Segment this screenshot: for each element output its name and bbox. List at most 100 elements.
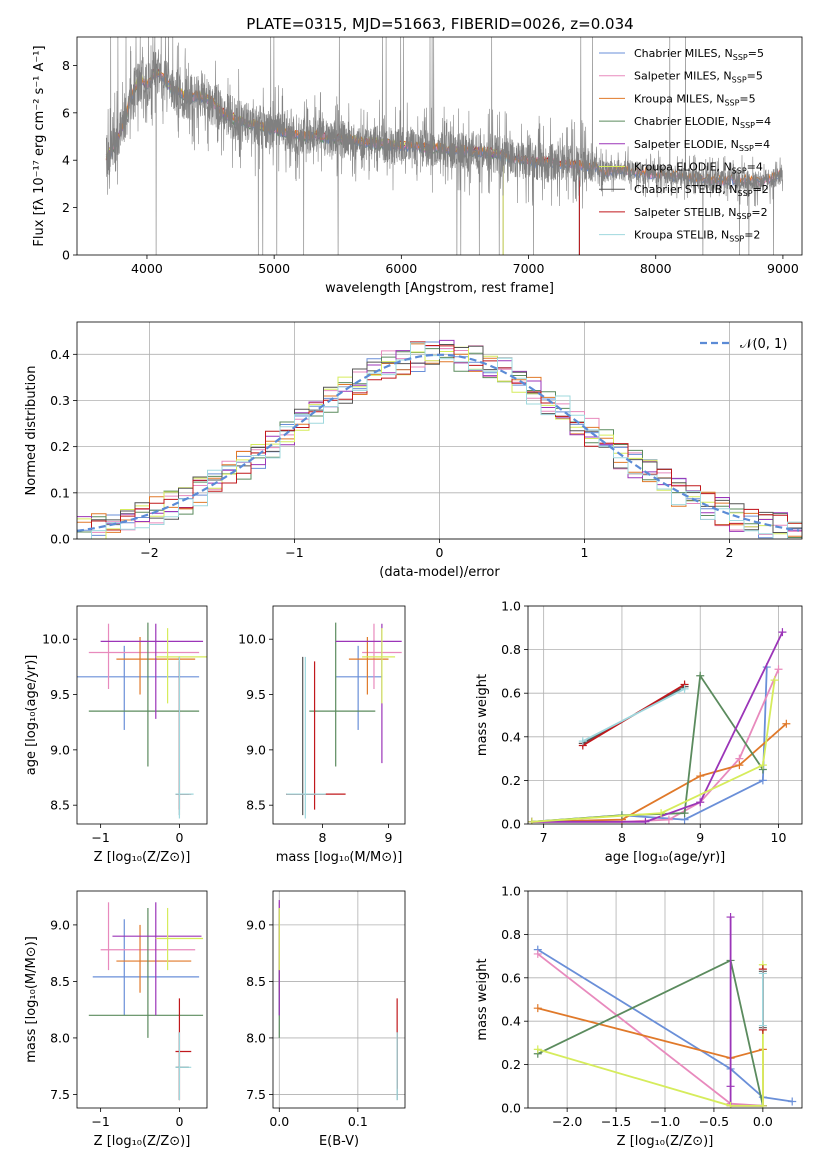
legend-tail: =5: [748, 47, 764, 60]
legend-label: Chabrier STELIB, N: [634, 183, 738, 196]
panel-mass-vs-EBV: 0.0 0.1 7.5 8.0 8.5 9.0 E(B-V): [246, 890, 406, 1149]
y-tick-label: 10.0: [238, 632, 266, 647]
errorbar-chabrier-miles: [77, 645, 200, 730]
plot-area: [88, 902, 204, 1101]
y-tick-label: 6: [62, 105, 70, 120]
x-tick-label: 5000: [258, 261, 290, 276]
legend-sub: SSP: [740, 121, 755, 130]
errorbar-chabrier-elodie: [309, 622, 376, 767]
errorbar-kroupa-stelib: [175, 1032, 192, 1101]
series-line: [531, 679, 776, 823]
y-tick-label: 9.5: [50, 687, 70, 702]
y-tick-label: 8.5: [246, 974, 266, 989]
data-point: [726, 913, 735, 922]
legend-entry: Chabrier ELODIE, NSSP=4: [634, 115, 771, 130]
series-line: [531, 673, 764, 823]
x-tick-label: 1: [581, 545, 589, 560]
series-kroupa-miles: [528, 719, 791, 824]
y-tick-label: 0.3: [50, 393, 70, 408]
series-line: [531, 668, 780, 823]
x-axis-label: E(B-V): [319, 1134, 359, 1149]
y-tick-label: 4: [62, 153, 70, 168]
y-tick-label: 1.0: [501, 599, 521, 614]
legend-tail: =2: [744, 229, 760, 242]
x-tick-label: 9: [385, 830, 393, 845]
errorbar-chabrier-stelib: [175, 656, 189, 816]
data-point: [758, 969, 767, 978]
legend-label: Kroupa STELIB, N: [634, 229, 729, 242]
x-tick-label: −2: [140, 545, 158, 560]
y-axis-label: mass [log₁₀(M/M⊙)]: [24, 936, 39, 1063]
x-tick-label: 0: [175, 830, 183, 845]
plot-area: [528, 628, 791, 824]
legend-entry: Kroupa STELIB, NSSP=2: [634, 229, 760, 244]
y-tick-label: 1.0: [501, 884, 521, 899]
legend-tail: =5: [747, 70, 763, 83]
data-point: [696, 772, 705, 781]
errorbar-salpeter-elodie: [112, 902, 202, 1016]
data-point: [533, 1004, 542, 1013]
y-tick-label: 0.2: [50, 439, 70, 454]
y-tick-label: 0.0: [501, 1101, 521, 1116]
y-axis-label: Normed distribution: [24, 366, 39, 496]
axes-frame: [76, 321, 803, 540]
legend-tail: =2: [753, 183, 769, 196]
legend-tail: =4: [747, 161, 763, 174]
plot-area: [533, 913, 797, 1108]
data-point: [528, 817, 536, 824]
y-tick-label: 8.0: [246, 1030, 266, 1045]
legend-sub: SSP: [736, 212, 751, 221]
panel-mass-weight-vs-Z: −2.0 −1.5 −1.0 −0.5 0.0 0.0 0.2 0.4 0.6 0.8 1.0 Z […: [475, 884, 803, 1149]
data-point: [758, 1101, 767, 1108]
errorbar-salpeter-stelib: [175, 998, 192, 1101]
y-tick-label: 0.6: [501, 970, 521, 985]
series-chabrier-elodie: [528, 671, 767, 824]
legend-entry: Salpeter STELIB, NSSP=2: [634, 206, 768, 221]
axes-frame: [527, 605, 803, 825]
series-salpeter-elodie: [528, 628, 787, 824]
panel-residuals: −2 −1 0 1 2 0.0 0.1 0.2 0.3 0.4 (data-model)/error…: [24, 321, 803, 580]
legend-entry: Salpeter ELODIE, NSSP=4: [634, 138, 770, 153]
errorbar-kroupa-elodie: [155, 907, 204, 971]
axes-frame: [76, 36, 803, 256]
errorbar-chabrier-elodie: [88, 622, 200, 767]
errorbar-kroupa-elodie: [155, 628, 207, 704]
series-line: [537, 964, 764, 1107]
data-point: [657, 809, 666, 818]
series-kroupa-elodie: [528, 676, 779, 824]
x-tick-label: 8: [618, 830, 626, 845]
series-line: [531, 666, 768, 823]
legend-tail: =2: [751, 206, 767, 219]
y-tick-label: 8.0: [50, 1030, 70, 1045]
series-kroupa-stelib: [578, 684, 689, 746]
legend-entry: Chabrier MILES, NSSP=5: [634, 47, 764, 62]
plot-area: [77, 339, 802, 539]
x-tick-label: 8: [319, 830, 327, 845]
legend-sub: SSP: [724, 98, 739, 107]
histogram-kroupa-stelib: [77, 342, 802, 539]
series-kroupa-stelib: [758, 969, 767, 1030]
x-tick-label: 9000: [767, 261, 799, 276]
legend-tail: =4: [755, 115, 771, 128]
data-point: [782, 719, 791, 728]
panel-age-vs-mass: 8 9 8.5 9.0 9.5 10.0 mass [log₁₀(M/M⊙)]: [238, 605, 406, 865]
y-tick-label: 0.2: [501, 773, 521, 788]
x-tick-label: 7000: [513, 261, 545, 276]
y-tick-label: 8.5: [50, 798, 70, 813]
data-point: [758, 761, 767, 770]
x-tick-label: 0: [436, 545, 444, 560]
y-tick-label: 0.8: [501, 642, 521, 657]
errorbar-chabrier-elodie: [88, 907, 204, 1038]
data-point: [641, 817, 650, 824]
x-tick-label: −1.5: [601, 1114, 631, 1129]
y-axis-label: mass weight: [475, 674, 490, 756]
x-tick-label: 10: [771, 830, 787, 845]
data-point: [726, 1082, 735, 1091]
errorbar-salpeter-elodie: [100, 623, 204, 719]
errorbar-salpeter-stelib: [286, 661, 346, 810]
panel-mass-weight-vs-age: 7 8 9 10 0.0 0.2 0.4 0.6 0.8 1.0 age [log₁₀(age/yr…: [475, 599, 803, 865]
y-tick-label: 10.0: [42, 632, 70, 647]
errorbar-salpeter-stelib: [175, 661, 192, 810]
x-tick-label: 7: [540, 830, 548, 845]
